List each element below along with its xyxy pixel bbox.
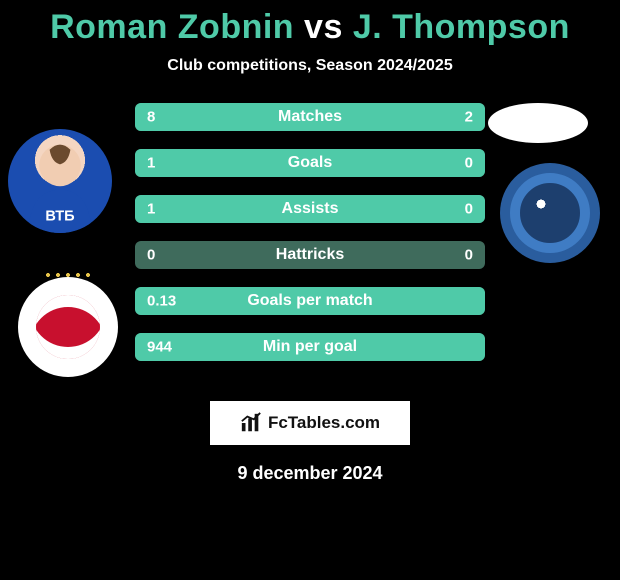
subtitle: Club competitions, Season 2024/2025 [0,57,620,75]
stat-label: Hattricks [276,246,344,264]
stat-value-left: 944 [147,339,172,356]
snapshot-date: 9 december 2024 [0,463,620,484]
stat-fill-right [415,103,485,131]
stat-bar: 0 0 Hattricks [135,241,485,269]
stat-value-left: 0 [147,247,155,264]
vs-text: vs [304,8,343,46]
comparison-body: ВТБ 8 2 Matches 1 0 Goals 1 0 Assists 0 0 Hattricks… [0,103,620,393]
stat-bars: 8 2 Matches 1 0 Goals 1 0 Assists 0 0 Hattricks 0.13… [135,103,485,379]
comparison-title: Roman Zobnin vs J. Thompson [0,0,620,47]
stat-bar: 8 2 Matches [135,103,485,131]
stat-bar: 944 Min per goal [135,333,485,361]
stat-label: Assists [282,200,339,218]
stat-value-right: 0 [465,201,473,218]
source-logo-text: FcTables.com [268,413,380,433]
stat-fill-left [135,103,415,131]
club-right-badge [500,163,600,263]
stat-bar: 0.13 Goals per match [135,287,485,315]
stat-label: Matches [278,108,342,126]
bar-chart-icon [240,412,262,434]
stat-value-left: 1 [147,155,155,172]
stat-label: Goals [288,154,332,172]
source-logo: FcTables.com [210,401,410,445]
stat-bar: 1 0 Assists [135,195,485,223]
stat-value-right: 0 [465,247,473,264]
stat-value-right: 0 [465,155,473,172]
stat-label: Min per goal [263,338,357,356]
stat-value-right: 2 [465,109,473,126]
stat-label: Goals per match [247,292,372,310]
player1-avatar: ВТБ [8,129,112,233]
player2-avatar [488,103,588,143]
stat-value-left: 1 [147,201,155,218]
stat-value-left: 0.13 [147,293,176,310]
svg-text:ВТБ: ВТБ [45,209,74,225]
player-avatar-icon: ВТБ [8,129,112,233]
player2-name: J. Thompson [353,8,570,46]
club-left-badge [18,277,118,377]
player1-name: Roman Zobnin [50,8,294,46]
stat-bar: 1 0 Goals [135,149,485,177]
stat-value-left: 8 [147,109,155,126]
